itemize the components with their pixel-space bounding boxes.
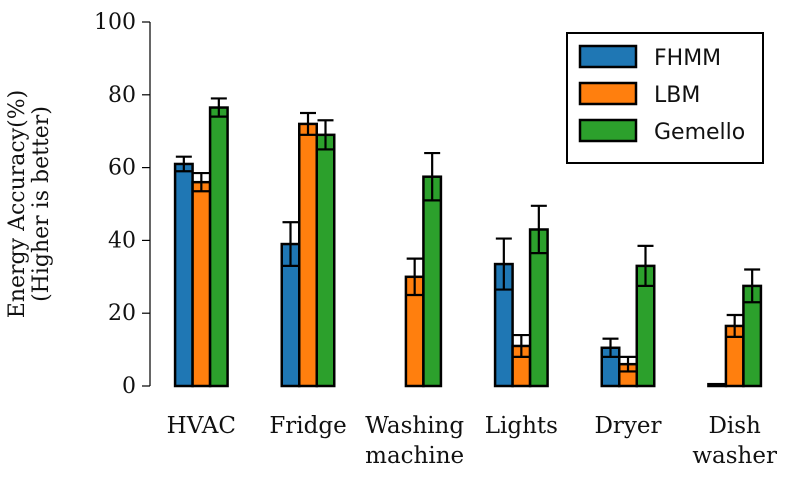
error-bar-fhmm-4 — [602, 337, 619, 358]
error-bar-fhmm-0 — [175, 155, 192, 173]
bar-fhmm-0 — [173, 162, 194, 388]
y-tick-label-20: 20 — [108, 301, 136, 326]
bar-gemello-1 — [315, 133, 336, 388]
y-tick-label-60: 60 — [108, 156, 136, 181]
legend-swatch-fhmm — [578, 44, 638, 69]
error-bar-lbm-1 — [300, 111, 316, 136]
x-tick-label-2-1: machine — [365, 443, 464, 469]
y-tick-label-40: 40 — [108, 228, 136, 253]
bar-gemello-2 — [422, 175, 443, 388]
legend: FHMM LBM Gemello — [566, 32, 764, 164]
error-bar-lbm-0 — [193, 171, 210, 193]
x-tick-label-5-0: Dish — [708, 413, 761, 439]
x-axis-tick-labels: HVAC Fridge Washing machine Lights Dryer Dish w… — [167, 413, 777, 469]
y-axis-label-line-2: (Higher is better) — [29, 106, 54, 302]
x-tick-label-2-0: Washing — [365, 413, 464, 439]
error-bar-lbm-5 — [726, 313, 743, 338]
error-bar-lbm-2 — [406, 257, 423, 297]
error-bar-gemello-2 — [424, 151, 441, 202]
bar-lbm-1 — [298, 122, 318, 388]
error-bar-gemello-0 — [210, 97, 227, 118]
error-bar-gemello-5 — [744, 268, 761, 304]
bar-gemello-0 — [208, 106, 229, 388]
y-tick-label-0: 0 — [122, 374, 136, 399]
error-bar-lbm-3 — [513, 333, 530, 358]
legend-label-fhmm: FHMM — [654, 46, 721, 71]
error-bar-gemello-1 — [317, 119, 334, 151]
x-tick-label-5-1: washer — [692, 443, 777, 469]
x-tick-label-3-0: Lights — [485, 413, 558, 439]
legend-swatch-gemello — [578, 118, 638, 143]
legend-label-gemello: Gemello — [654, 120, 745, 145]
y-tick-label-80: 80 — [108, 83, 136, 108]
error-bar-gemello-4 — [637, 244, 654, 287]
y-axis: 0 20 40 60 80 100 — [94, 10, 151, 399]
bar-fhmm-5 — [707, 382, 728, 388]
error-bar-lbm-4 — [620, 355, 636, 373]
error-bar-gemello-3 — [530, 204, 547, 255]
legend-swatch-lbm — [578, 81, 638, 106]
x-tick-label-1-0: Fridge — [269, 413, 346, 439]
bar-lbm-0 — [191, 180, 212, 388]
legend-label-lbm: LBM — [654, 83, 700, 108]
y-axis-label: Energy Accuracy(%) (Higher is better) — [5, 90, 54, 318]
error-bar-fhmm-1 — [282, 221, 299, 267]
error-bar-fhmm-3 — [495, 237, 512, 291]
y-tick-label-100: 100 — [94, 10, 136, 35]
x-tick-label-4-0: Dryer — [594, 413, 661, 439]
y-axis-label-line-1: Energy Accuracy(%) — [5, 90, 30, 318]
x-tick-label-0-0: HVAC — [167, 413, 236, 439]
bars — [173, 97, 763, 388]
